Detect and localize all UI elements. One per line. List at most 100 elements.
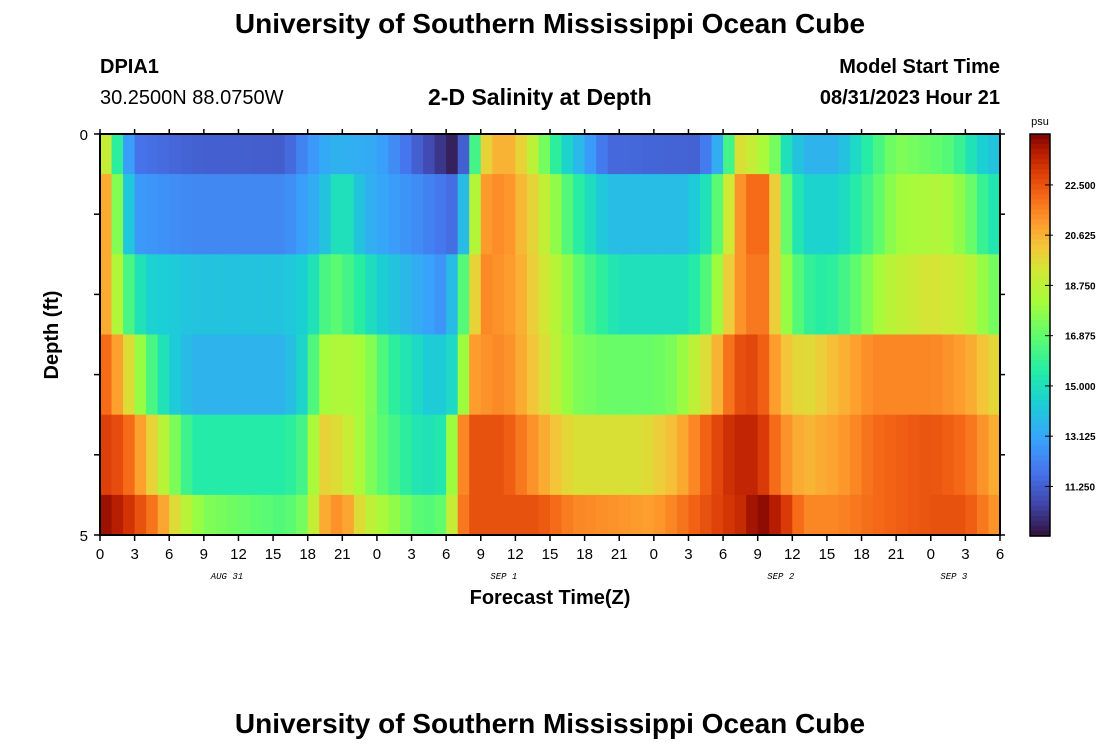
colorbar-segment (1030, 309, 1050, 316)
heatmap-cell (296, 174, 309, 255)
heatmap-cell (942, 414, 955, 496)
heatmap-cell (734, 414, 747, 496)
heatmap-cell (215, 254, 228, 336)
heatmap-cell (826, 254, 840, 336)
heatmap-cell (976, 414, 990, 496)
heatmap-cell (711, 494, 724, 536)
heatmap-cell (988, 334, 1001, 416)
heatmap-cell (284, 414, 297, 496)
heatmap-cell (630, 174, 643, 255)
heatmap-cell (953, 174, 966, 255)
heatmap-cell (123, 134, 136, 175)
heatmap-cell (965, 174, 978, 255)
heatmap-cell (700, 174, 713, 255)
heatmap-cell (526, 134, 540, 175)
heatmap-cell (746, 494, 759, 536)
heatmap-cell (653, 494, 666, 536)
heatmap-cell (365, 174, 378, 255)
colorbar-segment (1030, 435, 1050, 442)
colorbar-segment (1030, 520, 1050, 527)
heatmap-cell (780, 334, 793, 416)
heatmap-cell (469, 134, 482, 175)
colorbar-segment (1030, 184, 1050, 190)
heatmap-cell (630, 134, 643, 175)
heatmap-cell (515, 414, 528, 496)
heatmap-cell (400, 414, 413, 496)
heatmap-cell (480, 134, 493, 175)
heatmap-cell (446, 174, 459, 255)
heatmap-cell (238, 334, 251, 416)
heatmap-cell (619, 134, 632, 175)
heatmap-cell (896, 134, 909, 175)
heatmap-cell (630, 254, 643, 336)
heatmap-cell (653, 414, 666, 496)
heatmap-cell (342, 174, 355, 255)
heatmap-cell (388, 334, 401, 416)
page-title: University of Southern Mississippi Ocean… (234, 8, 866, 39)
heatmap-cell (734, 174, 747, 255)
heatmap-cell (734, 494, 747, 536)
heatmap-cell (665, 174, 678, 255)
heatmap-cell (976, 174, 990, 255)
heatmap-cell (734, 334, 747, 416)
heatmap-cell (607, 414, 620, 496)
heatmap-cell (238, 174, 251, 255)
heatmap-cell (550, 174, 563, 255)
heatmap-cell (930, 494, 943, 536)
heatmap-cell (803, 254, 816, 336)
heatmap-cell (757, 254, 770, 336)
heatmap-cell (515, 174, 528, 255)
colorbar-tick-label: 22.500 (1065, 181, 1096, 192)
heatmap-cell (261, 254, 274, 336)
heatmap-cell (111, 134, 124, 175)
heatmap-cell (157, 414, 170, 496)
heatmap-cell (169, 414, 182, 496)
heatmap-cell (134, 414, 147, 496)
colorbar-segment (1030, 360, 1050, 366)
heatmap-cell (480, 334, 493, 416)
model-start-value: 08/31/2023 Hour 21 (819, 87, 1000, 109)
heatmap-cell (953, 334, 966, 416)
colorbar-segment (1030, 505, 1050, 512)
heatmap-cell (573, 134, 586, 175)
heatmap-cell (953, 134, 966, 175)
heatmap-cell (296, 494, 309, 536)
heatmap-cell (838, 414, 851, 496)
x-tick-label: 12 (784, 546, 801, 563)
heatmap-cell (123, 494, 136, 536)
x-tick-label: 0 (650, 546, 658, 563)
heatmap-cell (238, 414, 251, 496)
colorbar-segment (1030, 465, 1050, 472)
heatmap-cell (976, 254, 990, 336)
heatmap-cell (203, 334, 216, 416)
heatmap-cell (688, 174, 701, 255)
heatmap-cell (226, 134, 240, 175)
heatmap-cell (192, 334, 205, 416)
heatmap-cell (284, 254, 297, 336)
colorbar-segment (1030, 269, 1050, 276)
heatmap-cell (757, 174, 770, 255)
heatmap-cell (353, 414, 366, 496)
heatmap-cell (838, 254, 851, 336)
heatmap-cell (273, 414, 286, 496)
heatmap-cell (826, 334, 840, 416)
heatmap-cell (180, 334, 193, 416)
heatmap-cell (884, 174, 897, 255)
heatmap-cell (180, 414, 193, 496)
heatmap-cell (607, 174, 620, 255)
heatmap-cell (896, 174, 909, 255)
colorbar-segment (1030, 490, 1050, 497)
colorbar-segment (1030, 169, 1050, 175)
heatmap-cell (330, 134, 343, 175)
heatmap-cell (192, 254, 205, 336)
heatmap-cell (642, 174, 655, 255)
heatmap-cell (330, 254, 343, 336)
heatmap-cell (746, 254, 759, 336)
x-tick-label: 21 (888, 546, 905, 563)
heatmap-cell (873, 414, 886, 496)
heatmap-cell (965, 494, 978, 536)
heatmap-cell (307, 494, 320, 536)
colorbar-segment (1030, 335, 1050, 341)
heatmap-cell (526, 414, 540, 496)
heatmap-cell (365, 134, 378, 175)
